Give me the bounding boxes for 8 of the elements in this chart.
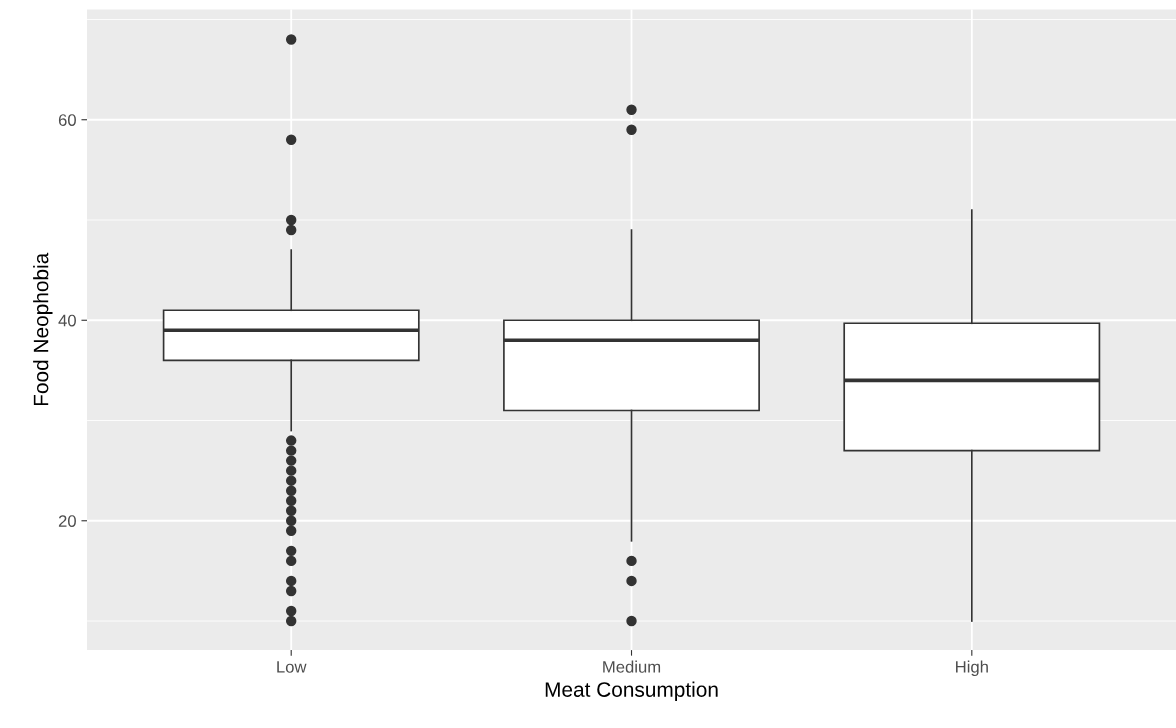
x-tick-label: Medium [603,660,661,673]
x-axis-title: Meat Consumption [545,681,718,702]
x-tick-label: Low [277,661,307,673]
x-tick-label: High [956,660,988,677]
y-axis-title: Food Neophobia [33,252,53,406]
y-tick-label: 60 [58,114,76,126]
y-tick-label: 20 [58,515,76,527]
y-tick-label: 40 [58,314,76,327]
